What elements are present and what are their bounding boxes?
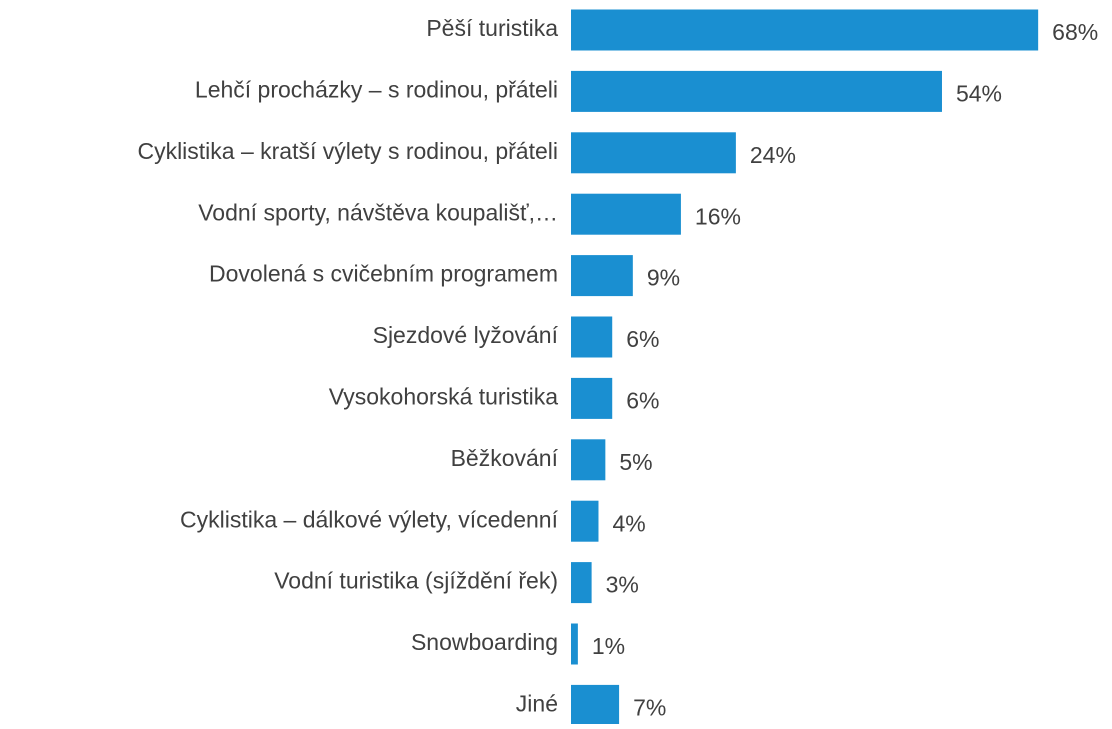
value-label: 16% <box>695 203 741 229</box>
value-label: 68% <box>1052 19 1098 45</box>
category-label: Cyklistika – dálkové výlety, vícedenní <box>180 506 559 532</box>
bar <box>571 684 620 726</box>
bar <box>571 377 613 419</box>
value-label: 4% <box>612 510 645 536</box>
value-label: 9% <box>647 265 680 291</box>
value-label: 6% <box>626 326 659 352</box>
bar <box>571 193 681 235</box>
bar <box>571 623 578 665</box>
bar <box>571 132 736 174</box>
category-label: Cyklistika – kratší výlety s rodinou, př… <box>137 138 558 164</box>
value-label: 6% <box>626 387 659 413</box>
bar <box>571 439 606 481</box>
bar <box>571 255 633 297</box>
category-label: Sjezdové lyžování <box>373 322 559 348</box>
category-label: Běžkování <box>451 445 559 471</box>
bar <box>571 9 1039 51</box>
value-label: 5% <box>619 449 652 475</box>
bar <box>571 70 942 112</box>
category-label: Vodní sporty, návštěva koupališť,… <box>198 199 558 225</box>
category-label: Snowboarding <box>411 629 558 655</box>
value-label: 24% <box>750 142 796 168</box>
bar <box>571 316 613 358</box>
bar <box>571 500 599 542</box>
category-label: Vysokohorská turistika <box>329 383 558 409</box>
bar <box>571 562 592 604</box>
value-label: 54% <box>956 80 1002 106</box>
category-label: Pěší turistika <box>426 15 558 41</box>
category-label: Vodní turistika (sjíždění řek) <box>274 568 558 594</box>
value-label: 1% <box>592 633 625 659</box>
category-label: Dovolená s cvičebním programem <box>209 261 558 287</box>
value-label: 3% <box>606 572 639 598</box>
category-label: Lehčí procházky – s rodinou, přáteli <box>195 76 558 102</box>
value-label: 7% <box>633 694 666 720</box>
category-label: Jiné <box>516 690 558 716</box>
